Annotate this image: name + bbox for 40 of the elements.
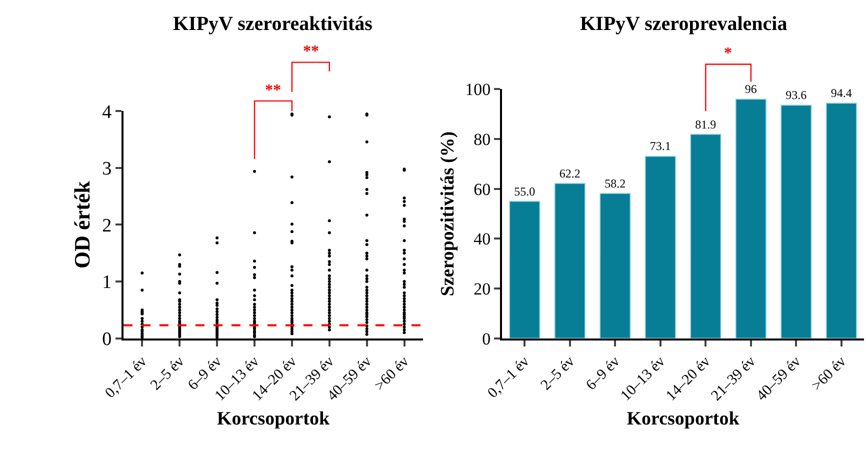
- data-label: 73.1: [650, 139, 671, 154]
- y-tick-label: 100: [465, 80, 491, 100]
- text: **: [265, 82, 281, 99]
- data-label: 93.6: [786, 88, 807, 102]
- bar: [509, 200, 540, 338]
- y-tick-label: 3: [102, 158, 112, 180]
- y-axis-title: Szeropozitivitás (%): [437, 131, 458, 296]
- bar: [554, 182, 586, 338]
- x-axis-title: Korcsoportok: [626, 408, 740, 430]
- x-tick-label: 2–5 év: [148, 353, 188, 394]
- y-tick-label: 4: [102, 102, 112, 123]
- data-label: 96: [744, 82, 757, 96]
- data-label: 81.9: [695, 117, 716, 132]
- y-axis-title: OD érték: [69, 180, 94, 268]
- x-axis-title: Korcsoportok: [216, 408, 330, 430]
- text: **: [303, 43, 319, 60]
- bar: [780, 104, 812, 338]
- y-tick-label: 20: [474, 279, 491, 298]
- data-label: 55.0: [514, 184, 536, 198]
- y-tick-label: 0: [482, 329, 491, 348]
- bar: [735, 98, 767, 338]
- data-label: 94.4: [830, 86, 852, 100]
- bar: [690, 134, 722, 338]
- chart-title: KIPyV szeroprevalencia: [580, 13, 788, 35]
- bar: [600, 192, 631, 338]
- x-tick-label: >60 év: [372, 353, 413, 394]
- y-tick-label: 40: [474, 230, 491, 249]
- y-tick-label: 2: [102, 215, 112, 236]
- y-tick-label: 60: [474, 180, 491, 199]
- y-tick-label: 1: [102, 272, 112, 294]
- bar: [644, 156, 676, 338]
- y-tick-label: 0: [102, 329, 112, 350]
- data-label: 62.2: [559, 166, 580, 180]
- bar: [826, 102, 858, 338]
- y-tick-label: 80: [474, 130, 491, 149]
- chart-title: KIPyV szeroreaktivitás: [173, 13, 373, 35]
- x-tick-label: 2–5 év: [538, 353, 578, 394]
- x-tick-label: >60 év: [808, 353, 850, 394]
- data-label: 58.2: [604, 176, 626, 190]
- text: *: [724, 45, 732, 62]
